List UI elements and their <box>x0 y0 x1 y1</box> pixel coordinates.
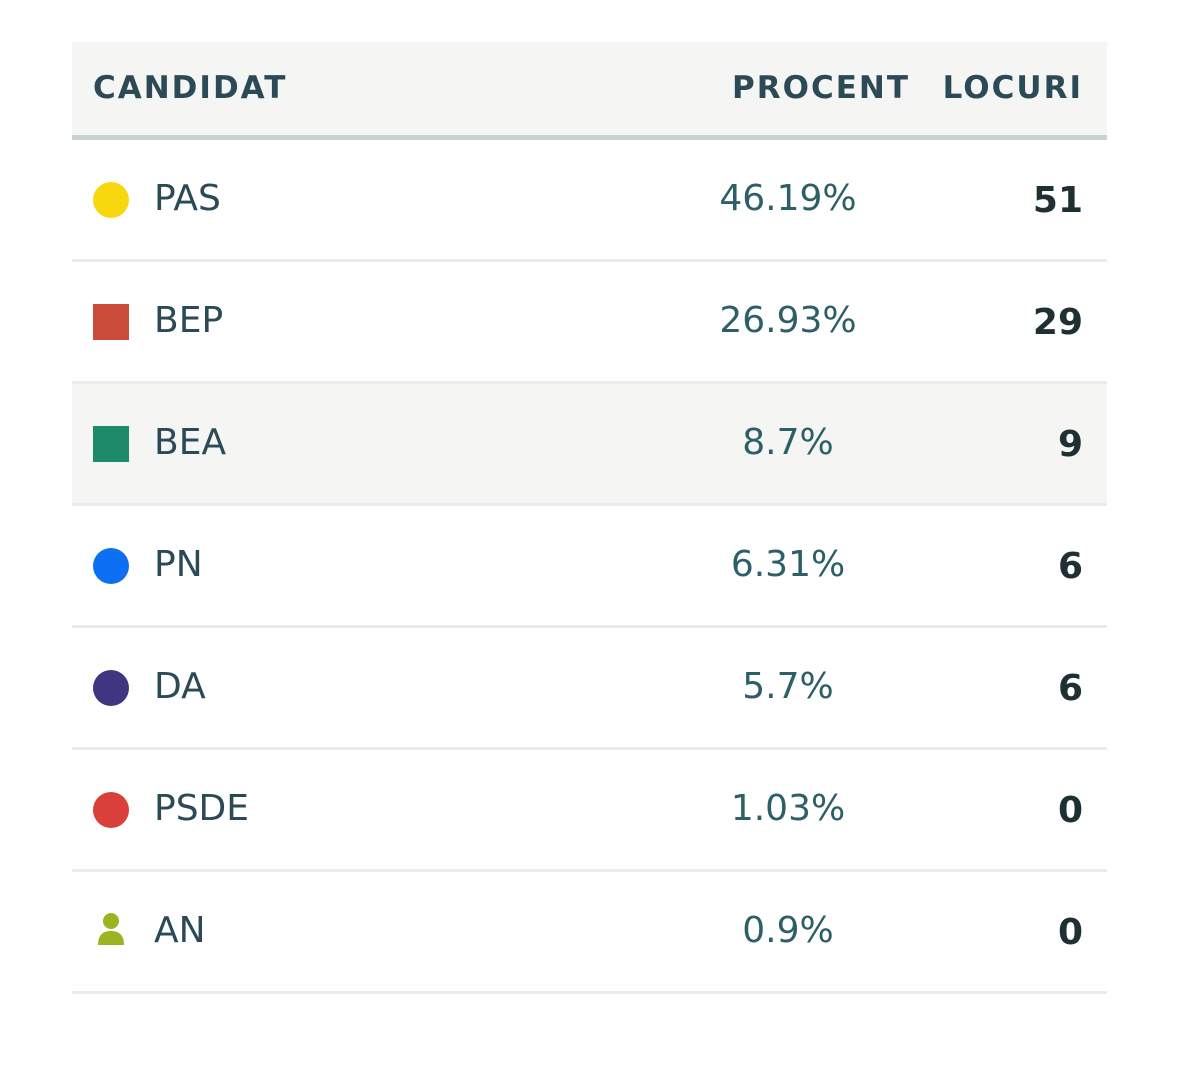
party-percent: 1.03% <box>730 788 846 829</box>
person-icon <box>97 912 125 946</box>
table-row[interactable]: PAS 46.19% 51 <box>72 140 1107 262</box>
party-name: PSDE <box>154 788 250 829</box>
party-seats: 0 <box>1057 790 1083 831</box>
party-percent: 5.7% <box>742 666 834 707</box>
table-row[interactable]: PSDE 1.03% 0 <box>72 750 1107 872</box>
party-seats: 6 <box>1057 668 1083 709</box>
party-seats: 9 <box>1057 424 1083 465</box>
percent-column-header[interactable]: PROCENT <box>732 70 910 106</box>
seats-column-header[interactable]: LOCURI <box>942 70 1083 106</box>
party-color-marker <box>93 548 129 584</box>
party-color-marker <box>93 304 129 340</box>
party-seats: 29 <box>1032 302 1083 343</box>
party-percent: 0.9% <box>742 910 834 951</box>
table-row[interactable]: BEP 26.93% 29 <box>72 262 1107 384</box>
party-percent: 26.93% <box>719 300 857 341</box>
party-color-marker <box>93 670 129 706</box>
party-seats: 0 <box>1057 912 1083 953</box>
party-name: BEA <box>154 422 227 463</box>
party-name: PN <box>154 544 203 585</box>
party-seats: 6 <box>1057 546 1083 587</box>
party-seats: 51 <box>1032 180 1083 221</box>
party-name: PAS <box>154 178 221 219</box>
party-percent: 8.7% <box>742 422 834 463</box>
table-header: CANDIDAT PROCENT LOCURI <box>72 42 1107 140</box>
party-name: DA <box>154 666 206 707</box>
party-color-marker <box>93 182 129 218</box>
table-row[interactable]: PN 6.31% 6 <box>72 506 1107 628</box>
party-color-marker <box>93 426 129 462</box>
party-color-marker <box>93 792 129 828</box>
table-row[interactable]: BEA 8.7% 9 <box>72 384 1107 506</box>
party-name: AN <box>154 910 206 951</box>
table-row[interactable]: DA 5.7% 6 <box>72 628 1107 750</box>
party-name: BEP <box>154 300 224 341</box>
table-row[interactable]: AN 0.9% 0 <box>72 872 1107 994</box>
candidate-column-header[interactable]: CANDIDAT <box>93 70 288 106</box>
party-percent: 6.31% <box>730 544 846 585</box>
results-table: CANDIDAT PROCENT LOCURI PAS 46.19% 51 BE… <box>72 42 1107 994</box>
party-percent: 46.19% <box>719 178 857 219</box>
